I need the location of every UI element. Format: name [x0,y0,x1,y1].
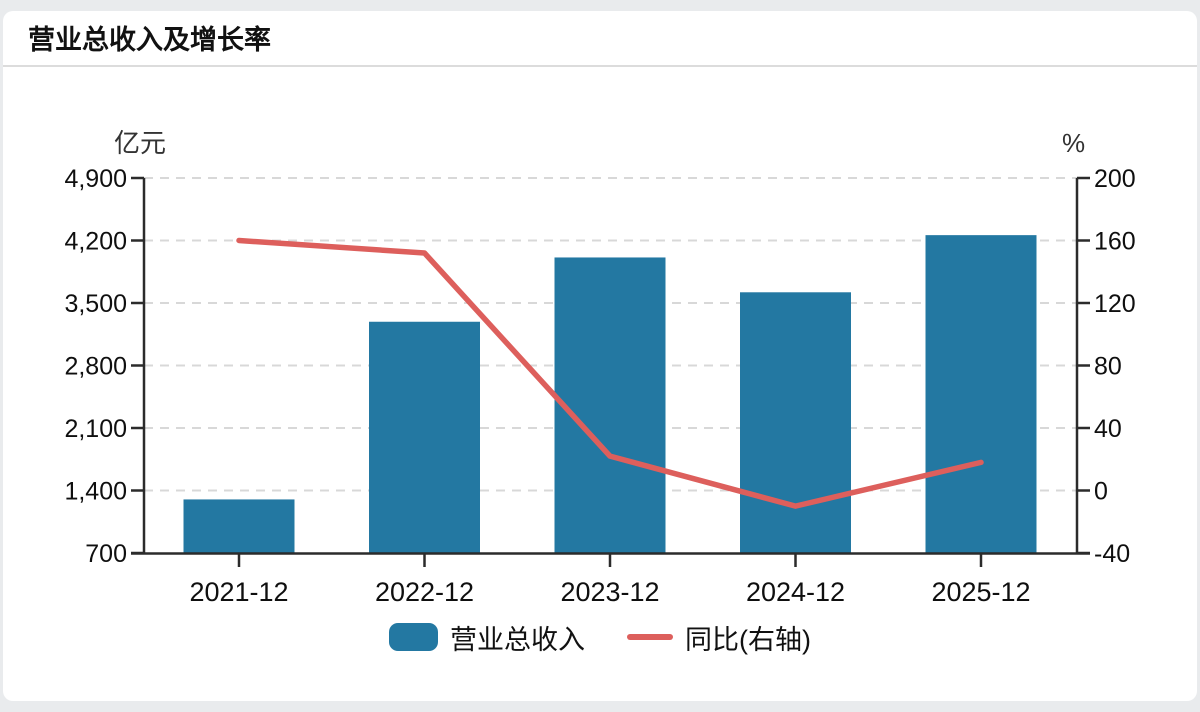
legend-label-yoy: 同比(右轴) [685,624,811,655]
bar-2024-12[interactable] [740,292,851,553]
right-axis-tick-label: 200 [1094,165,1136,193]
x-axis-label-2024-12: 2024-12 [746,577,845,607]
x-axis-label-2025-12: 2025-12 [931,577,1030,607]
x-axis-label-2022-12: 2022-12 [375,577,474,607]
right-axis-tick-label: -40 [1094,540,1130,568]
chart-legend: 营业总收入 同比(右轴) [3,614,1197,660]
yoy-line-swatch-icon [627,634,673,640]
right-axis-tick-label: 0 [1094,478,1108,506]
legend-label-revenue: 营业总收入 [450,624,585,655]
left-axis-tick-label: 2,100 [64,415,127,443]
right-axis-tick-label: 80 [1094,353,1122,381]
left-axis-tick-label: 4,900 [64,165,127,193]
left-axis-tick-label: 4,200 [64,228,127,256]
chart-title: 营业总收入及增长率 [28,25,271,55]
revenue-bar-swatch-icon [389,623,438,651]
x-axis-label-2021-12: 2021-12 [189,577,288,607]
bar-2021-12[interactable] [183,499,295,553]
title-divider [3,65,1197,67]
yoy-line[interactable] [236,237,984,509]
left-axis-tick-label: 3,500 [64,290,127,318]
left-axis-tick-label: 2,800 [64,353,127,381]
bar-2023-12[interactable] [554,257,666,553]
left-axis-unit-label: 亿元 [114,128,167,158]
right-axis-tick-label: 120 [1094,290,1136,318]
legend-item-yoy[interactable]: 同比(右轴) [627,618,811,657]
chart-card: 营业总收入及增长率 亿元 % 4,900 200 4,200 160 3,500 120 2… [3,11,1197,701]
right-axis-unit-label: % [1062,128,1086,158]
legend-item-revenue[interactable]: 营业总收入 [389,618,585,657]
left-axis-tick-label: 1,400 [64,478,127,506]
revenue-growth-chart: 4,900 200 4,200 160 3,500 120 2,800 80 2,100 40 1,… [64,165,1136,607]
bar-2022-12[interactable] [369,321,480,553]
right-axis-tick-label: 160 [1094,228,1136,256]
bar-2025-12[interactable] [925,235,1037,553]
x-axis-label-2023-12: 2023-12 [560,577,659,607]
right-axis-tick-label: 40 [1094,415,1122,443]
left-axis-tick-label: 700 [85,540,127,568]
